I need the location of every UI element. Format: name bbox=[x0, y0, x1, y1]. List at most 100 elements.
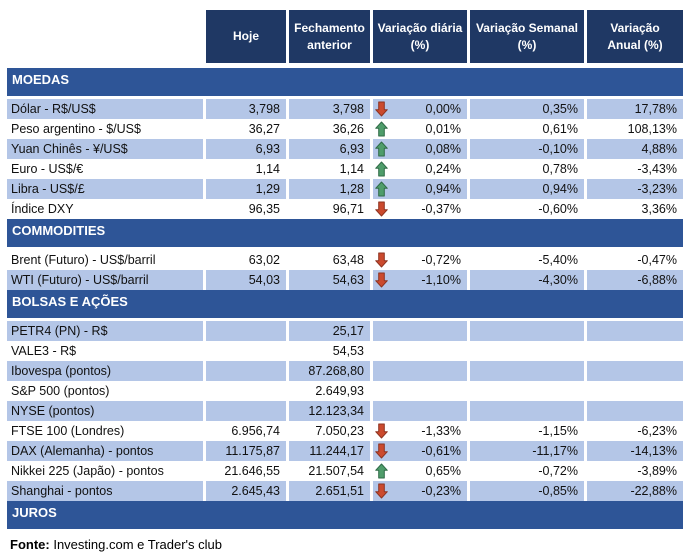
cell-fechamento-anterior: 2.651,51 bbox=[286, 481, 370, 501]
down-arrow-icon bbox=[375, 201, 388, 217]
cell-variacao-anual: -6,23% bbox=[584, 421, 683, 441]
cell-hoje: 2.645,43 bbox=[203, 481, 286, 501]
cell-hoje: 1,14 bbox=[203, 159, 286, 179]
cell-label: DAX (Alemanha) - pontos bbox=[7, 441, 203, 461]
cell-variacao-diaria: 0,65% bbox=[370, 461, 467, 481]
cell-variacao-semanal: 0,61% bbox=[467, 119, 584, 139]
cell-label: Euro - US$/€ bbox=[11, 161, 84, 176]
cell-variacao-anual: -14,13% bbox=[584, 441, 683, 461]
cell-variacao-semanal bbox=[467, 361, 584, 381]
cell-hoje: 63,02 bbox=[203, 250, 286, 270]
cell-variacao-anual bbox=[584, 401, 683, 421]
cell-variacao-diaria bbox=[370, 341, 467, 361]
down-arrow-icon bbox=[375, 101, 388, 117]
cell-variacao-diaria: 0,00% bbox=[370, 99, 467, 119]
cell-hoje: 6.956,74 bbox=[203, 421, 286, 441]
cell-hoje: 1,29 bbox=[203, 179, 286, 199]
cell-label: Shanghai - pontos bbox=[7, 481, 203, 501]
cell-variacao-diaria: -0,23% bbox=[370, 481, 467, 501]
cell-variacao-diaria: 0,08% bbox=[370, 139, 467, 159]
cell-fechamento-anterior: 87.268,80 bbox=[286, 361, 370, 381]
down-arrow-icon bbox=[375, 423, 388, 439]
cell-variacao-semanal bbox=[467, 341, 584, 361]
source-label: Fonte: bbox=[10, 537, 50, 552]
cell-fechamento-anterior: 36,26 bbox=[286, 119, 370, 139]
cell-fechamento-anterior: 25,17 bbox=[286, 321, 370, 341]
up-arrow-icon bbox=[375, 141, 388, 157]
cell-label: FTSE 100 (Londres) bbox=[11, 423, 125, 438]
cell-variacao-semanal: -0,85% bbox=[467, 481, 584, 501]
cell-variacao-anual bbox=[584, 381, 683, 401]
source-note: Fonte: Investing.com e Trader's club bbox=[7, 537, 683, 552]
cell-variacao-semanal bbox=[467, 321, 584, 341]
up-arrow-icon bbox=[375, 161, 388, 177]
cell-variacao-semanal: -0,60% bbox=[467, 199, 584, 219]
table-row: Brent (Futuro) - US$/barril 63,02 63,48 -0,… bbox=[7, 250, 683, 270]
cell-variacao-anual bbox=[584, 321, 683, 341]
cell-fechamento-anterior: 6,93 bbox=[286, 139, 370, 159]
table-row: DAX (Alemanha) - pontos 11.175,87 11.244,1… bbox=[7, 441, 683, 461]
cell-label: Brent (Futuro) - US$/barril bbox=[11, 252, 156, 267]
cell-fechamento-anterior: 12.123,34 bbox=[286, 401, 370, 421]
cell-variacao-semanal: 0,35% bbox=[467, 99, 584, 119]
cell-hoje: 3,798 bbox=[203, 99, 286, 119]
down-arrow-icon bbox=[375, 272, 388, 288]
cell-variacao-diaria: 0,94% bbox=[370, 179, 467, 199]
cell-label: Dólar - R$/US$ bbox=[7, 99, 203, 119]
table-row: WTI (Futuro) - US$/barril 54,03 54,63 -1,10… bbox=[7, 270, 683, 290]
cell-hoje bbox=[203, 321, 286, 341]
table-row: FTSE 100 (Londres) 6.956,74 7.050,23 -1,33%… bbox=[7, 421, 683, 441]
cell-variacao-anual: 17,78% bbox=[584, 99, 683, 119]
cell-variacao-semanal: -5,40% bbox=[467, 250, 584, 270]
cell-fechamento-anterior: 2.649,93 bbox=[286, 381, 370, 401]
cell-variacao-anual: 3,36% bbox=[584, 199, 683, 219]
down-arrow-icon bbox=[375, 483, 388, 499]
cell-variacao-semanal: -11,17% bbox=[467, 441, 584, 461]
cell-hoje: 54,03 bbox=[203, 270, 286, 290]
table-row: Yuan Chinês - ¥/US$ 6,93 6,93 0,08% -0,10% 4,… bbox=[7, 139, 683, 159]
cell-fechamento-anterior: 1,28 bbox=[286, 179, 370, 199]
cell-variacao-semanal bbox=[467, 381, 584, 401]
section-band-juros: JUROS bbox=[7, 501, 683, 529]
cell-variacao-anual: -3,89% bbox=[584, 461, 683, 481]
cell-variacao-diaria: -0,61% bbox=[370, 441, 467, 461]
cell-variacao-anual: -22,88% bbox=[584, 481, 683, 501]
table-row: Nikkei 225 (Japão) - pontos 21.646,55 21.5… bbox=[7, 461, 683, 481]
table-row: Índice DXY 96,35 96,71 -0,37% -0,60% 3,36% bbox=[7, 199, 683, 219]
cell-fechamento-anterior: 1,14 bbox=[286, 159, 370, 179]
cell-variacao-semanal: -0,72% bbox=[467, 461, 584, 481]
col-header-variacao-anual: Variação Anual (%) bbox=[584, 10, 683, 63]
header-spacer bbox=[7, 10, 203, 63]
cell-variacao-diaria bbox=[370, 361, 467, 381]
cell-variacao-semanal: -4,30% bbox=[467, 270, 584, 290]
cell-fechamento-anterior: 7.050,23 bbox=[286, 421, 370, 441]
cell-variacao-anual: 108,13% bbox=[584, 119, 683, 139]
cell-hoje bbox=[203, 361, 286, 381]
col-header-fechamento-anterior: Fechamento anterior bbox=[286, 10, 370, 63]
cell-label: Nikkei 225 (Japão) - pontos bbox=[11, 463, 164, 478]
up-arrow-icon bbox=[375, 181, 388, 197]
section-band-bolsas-e-acoes: BOLSAS E AÇÕES bbox=[7, 290, 683, 318]
up-arrow-icon bbox=[375, 463, 388, 479]
cell-variacao-anual: -3,43% bbox=[584, 159, 683, 179]
table-header: Hoje Fechamento anterior Variação diária… bbox=[7, 10, 683, 63]
table-row: PETR4 (PN) - R$ 25,17 bbox=[7, 321, 683, 341]
cell-variacao-semanal: 0,94% bbox=[467, 179, 584, 199]
table-row: Libra - US$/£ 1,29 1,28 0,94% 0,94% -3,23% bbox=[7, 179, 683, 199]
cell-variacao-anual: -0,47% bbox=[584, 250, 683, 270]
cell-variacao-anual: -3,23% bbox=[584, 179, 683, 199]
cell-label: Yuan Chinês - ¥/US$ bbox=[7, 139, 203, 159]
cell-fechamento-anterior: 21.507,54 bbox=[286, 461, 370, 481]
cell-label: Ibovespa (pontos) bbox=[7, 361, 203, 381]
table-row: VALE3 - R$ 54,53 bbox=[7, 341, 683, 361]
cell-variacao-diaria: -0,37% bbox=[370, 199, 467, 219]
cell-variacao-semanal: -0,10% bbox=[467, 139, 584, 159]
cell-hoje: 21.646,55 bbox=[203, 461, 286, 481]
table-row: Euro - US$/€ 1,14 1,14 0,24% 0,78% -3,43% bbox=[7, 159, 683, 179]
table-row: Shanghai - pontos 2.645,43 2.651,51 -0,23% -… bbox=[7, 481, 683, 501]
table-row: Peso argentino - $/US$ 36,27 36,26 0,01% 0,6… bbox=[7, 119, 683, 139]
col-header-hoje: Hoje bbox=[203, 10, 286, 63]
cell-label: VALE3 - R$ bbox=[11, 343, 77, 358]
cell-fechamento-anterior: 54,63 bbox=[286, 270, 370, 290]
source-text: Investing.com e Trader's club bbox=[49, 537, 223, 552]
